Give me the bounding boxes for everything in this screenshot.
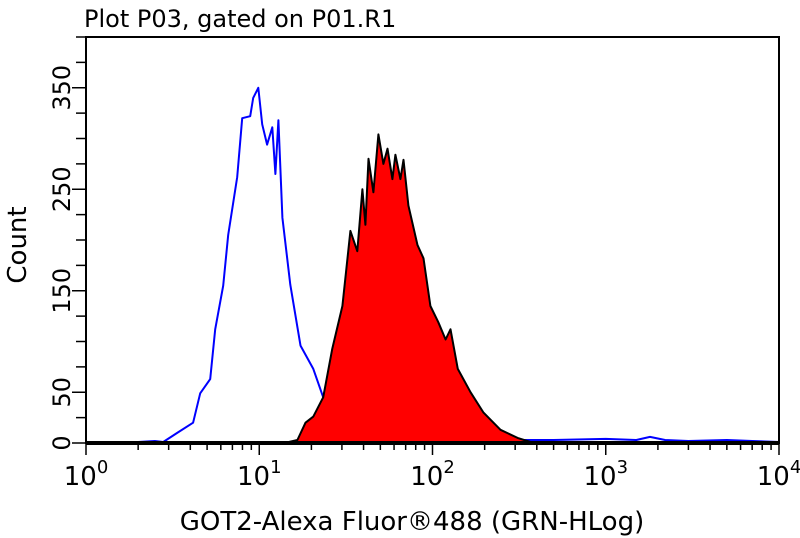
- x-tick-label: 100: [64, 457, 109, 492]
- y-tick-label: 350: [48, 65, 76, 111]
- y-tick-label: 0: [48, 435, 76, 450]
- y-tick-label: 50: [48, 377, 76, 408]
- y-tick-label: 250: [48, 166, 76, 212]
- y-axis-label: Count: [3, 206, 33, 283]
- x-tick-label: 101: [237, 457, 282, 492]
- chart-title: Plot P03, gated on P01.R1: [84, 5, 396, 33]
- control-histogram-line: [85, 86, 780, 444]
- x-tick-label: 104: [757, 457, 800, 492]
- sample-histogram-fill: [85, 133, 780, 444]
- x-tick-label: 103: [583, 457, 628, 492]
- x-axis-label: GOT2-Alexa Fluor®488 (GRN-HLog): [180, 507, 644, 537]
- y-tick-label: 150: [48, 268, 76, 314]
- x-tick-label: 102: [410, 457, 455, 492]
- plot-area: [85, 86, 780, 445]
- axes: 100 101 102 103 104 0 50 150 250 350: [48, 36, 800, 492]
